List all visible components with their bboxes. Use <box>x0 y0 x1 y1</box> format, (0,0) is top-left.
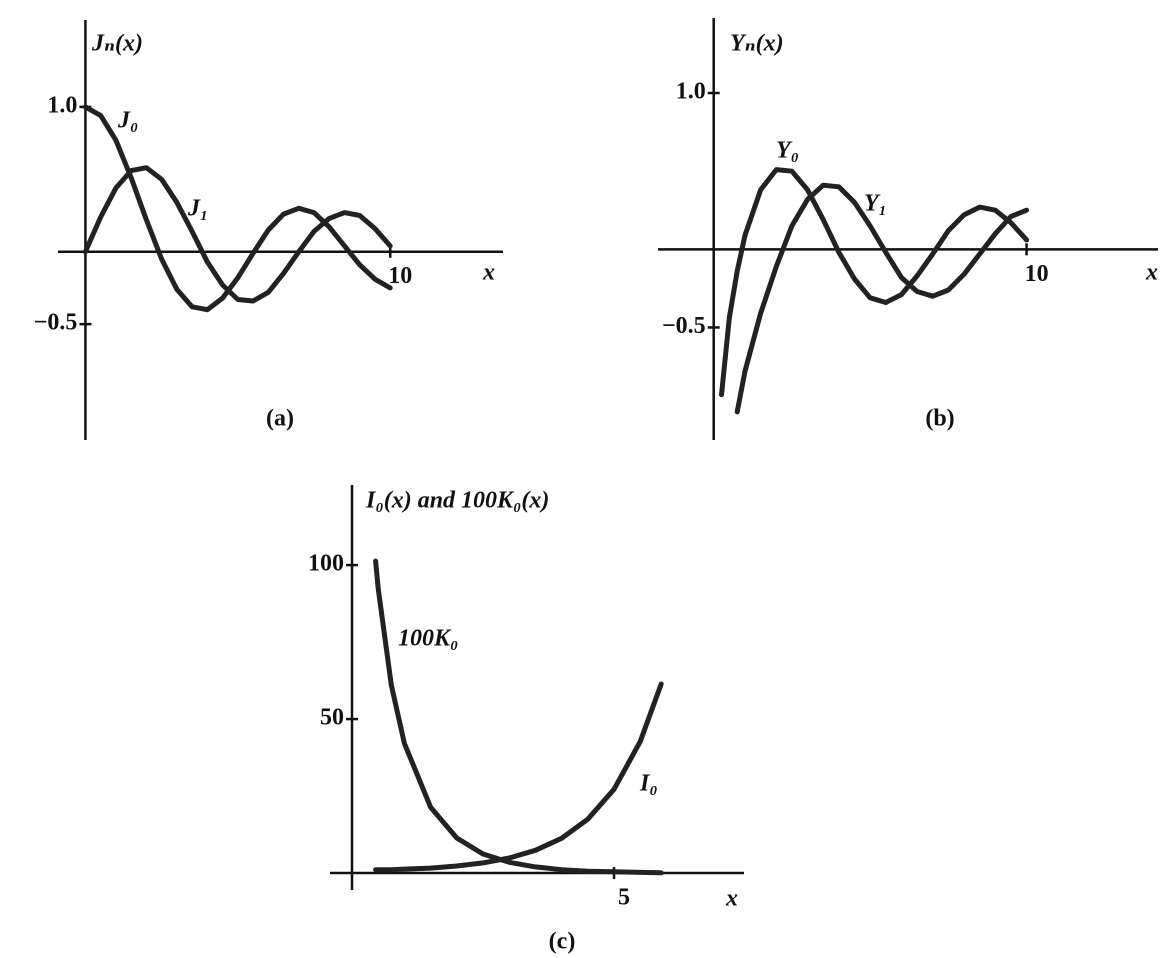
x-axis-label: x <box>1145 260 1158 286</box>
caption: (a) <box>266 406 294 432</box>
y-tick-label: −0.5 <box>34 310 78 336</box>
chart-title: Yₙ(x) <box>730 31 784 57</box>
y-tick-label: 50 <box>320 705 344 731</box>
x-tick-label: 10 <box>388 263 412 289</box>
x-axis-label: x <box>725 886 738 912</box>
curve-label: 100K₀ <box>398 626 458 652</box>
curve-label: J₀ <box>117 108 138 134</box>
curve <box>734 182 1030 415</box>
curve <box>373 681 664 873</box>
chart-title: Jₙ(x) <box>91 31 143 57</box>
curve <box>719 167 1030 398</box>
curve-label: Y₁ <box>864 191 887 217</box>
x-tick-label: 5 <box>618 885 630 911</box>
x-tick-label: 10 <box>1025 261 1049 287</box>
caption: (c) <box>549 929 576 955</box>
x-axis-label: x <box>482 260 495 286</box>
curve <box>82 165 393 304</box>
curve-label: I₀ <box>639 771 658 797</box>
chart-title: I₀(x) and 100K₀(x) <box>365 488 549 514</box>
curve <box>82 104 393 313</box>
y-tick-label: 100 <box>308 551 344 577</box>
y-tick-label: 1.0 <box>47 92 77 118</box>
curve-label: J₁ <box>187 196 208 222</box>
caption: (b) <box>925 406 954 432</box>
y-tick-label: −0.5 <box>662 313 706 339</box>
curve <box>373 558 664 876</box>
y-tick-label: 1.0 <box>676 79 706 105</box>
curve-label: Y₀ <box>776 138 799 164</box>
